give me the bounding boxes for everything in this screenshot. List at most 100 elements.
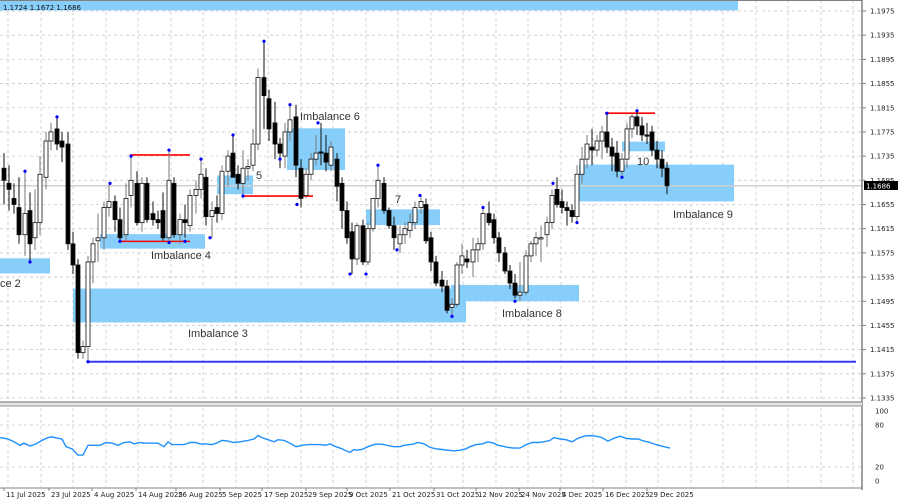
bull-candle bbox=[187, 195, 193, 227]
fractal-dot bbox=[620, 175, 624, 179]
bull-candle bbox=[328, 146, 334, 166]
fractal-dot bbox=[241, 194, 245, 198]
bull-candle bbox=[454, 264, 460, 305]
bull-candle bbox=[209, 210, 215, 217]
bear-candle bbox=[16, 207, 22, 236]
price-axis[interactable]: 1.1975 1.1935 1.1895 1.1855 1.1815 1.1775 1.17… bbox=[862, 8, 895, 403]
fractal-dot bbox=[575, 221, 579, 225]
bull-candle bbox=[85, 261, 91, 348]
bear-candle bbox=[59, 140, 65, 148]
bull-candle bbox=[624, 128, 630, 160]
fractal-dot bbox=[262, 39, 266, 43]
bear-candle bbox=[293, 116, 299, 166]
time-tick-label: 17 Sep 2025 bbox=[264, 491, 308, 499]
time-tick-label: 16 Dec 2025 bbox=[605, 491, 650, 499]
fractal-dot bbox=[118, 239, 122, 243]
bull-candle bbox=[95, 237, 101, 242]
bear-candle bbox=[433, 261, 439, 284]
bear-candle bbox=[569, 210, 575, 217]
bear-candle bbox=[659, 158, 665, 169]
zone-label: 7 bbox=[395, 194, 401, 206]
bull-candle bbox=[475, 243, 481, 251]
bear-candle bbox=[182, 219, 188, 224]
bull-candle bbox=[354, 225, 360, 260]
bear-candle bbox=[323, 152, 329, 163]
bear-candle bbox=[491, 219, 497, 239]
bear-candle bbox=[639, 125, 645, 136]
bear-candle bbox=[496, 237, 502, 254]
bear-candle bbox=[589, 146, 595, 151]
bull-candle bbox=[287, 119, 293, 133]
fractal-dot bbox=[364, 272, 368, 276]
fractal-dot bbox=[376, 163, 380, 167]
bear-candle bbox=[386, 210, 392, 227]
fractal-dot bbox=[481, 205, 485, 210]
bull-candle bbox=[584, 143, 590, 160]
fractal-markers bbox=[23, 39, 639, 364]
bear-candle bbox=[502, 252, 508, 272]
fractal-dot bbox=[348, 272, 352, 276]
fractal-dot bbox=[23, 169, 27, 173]
price-tick-label: 1.1735 bbox=[870, 153, 895, 161]
time-tick-label: 4 Aug 2025 bbox=[94, 491, 134, 499]
time-tick-label: 14 Aug 2025 bbox=[138, 491, 183, 499]
fractal-dot bbox=[28, 260, 32, 264]
fractal-dot bbox=[288, 103, 292, 107]
oscillator-axis[interactable]: 100 80 20 0 bbox=[875, 408, 888, 486]
time-tick-label: 21 Oct 2025 bbox=[392, 491, 435, 499]
bull-candle bbox=[370, 198, 376, 230]
bear-candle bbox=[609, 146, 615, 157]
price-tick-label: 1.1775 bbox=[870, 128, 895, 136]
bull-candle bbox=[365, 228, 371, 263]
bull-candle bbox=[225, 155, 231, 172]
bull-candle bbox=[397, 234, 403, 245]
bull-candle bbox=[250, 143, 256, 166]
fractal-dot bbox=[199, 157, 203, 161]
bear-candle bbox=[155, 219, 161, 224]
bull-candle bbox=[80, 346, 86, 354]
oscillator-pane bbox=[0, 434, 671, 456]
bear-candle bbox=[349, 231, 355, 260]
bear-candle bbox=[423, 204, 429, 242]
time-tick-label: 23 Jul 2025 bbox=[51, 491, 91, 499]
bear-candle bbox=[171, 182, 177, 236]
price-tag-background bbox=[864, 181, 898, 190]
fractal-dot bbox=[551, 181, 555, 185]
bear-candle bbox=[75, 264, 81, 354]
fractal-dot bbox=[395, 248, 399, 252]
oscillator-tick-label: 0 bbox=[875, 478, 879, 486]
zone-label: ce 2 bbox=[0, 278, 21, 290]
zone-labels: ce 2 Imbalance 3 Imbalance 4 5 Imbalance 6 7 I… bbox=[0, 111, 733, 340]
bull-candle bbox=[303, 173, 309, 196]
bear-candle bbox=[160, 210, 166, 239]
bear-candle bbox=[1, 167, 7, 181]
bear-candle bbox=[512, 282, 518, 296]
bull-candle bbox=[245, 166, 251, 169]
price-tick-label: 1.1935 bbox=[870, 32, 895, 40]
time-axis[interactable]: 11 Jul 2025 23 Jul 2025 4 Aug 2025 14 Aug 2… bbox=[3, 488, 694, 499]
bear-candle bbox=[272, 122, 278, 145]
bull-candle bbox=[619, 158, 625, 172]
time-tick-label: 31 Oct 2025 bbox=[436, 491, 479, 499]
time-tick-label: 12 Nov 2025 bbox=[478, 491, 523, 499]
fractal-dot bbox=[418, 193, 422, 198]
bull-candle bbox=[43, 140, 49, 178]
bull-candle bbox=[449, 303, 455, 308]
fractal-dot bbox=[108, 181, 112, 185]
imbalance-zone bbox=[622, 141, 665, 152]
bull-candle bbox=[219, 170, 225, 214]
zone-label: 5 bbox=[256, 170, 262, 182]
bear-candle bbox=[439, 279, 445, 287]
bear-candle bbox=[554, 188, 560, 205]
fractal-dot bbox=[278, 157, 282, 161]
bull-candle bbox=[594, 140, 600, 151]
bull-candle bbox=[629, 116, 635, 130]
price-tick-label: 1.1975 bbox=[870, 8, 895, 16]
bull-candle bbox=[308, 158, 314, 175]
bear-candle bbox=[298, 167, 304, 199]
bull-candle bbox=[198, 173, 204, 190]
bull-candle bbox=[193, 188, 199, 196]
bull-candle bbox=[139, 182, 145, 224]
price-tick-label: 1.1895 bbox=[870, 56, 895, 64]
